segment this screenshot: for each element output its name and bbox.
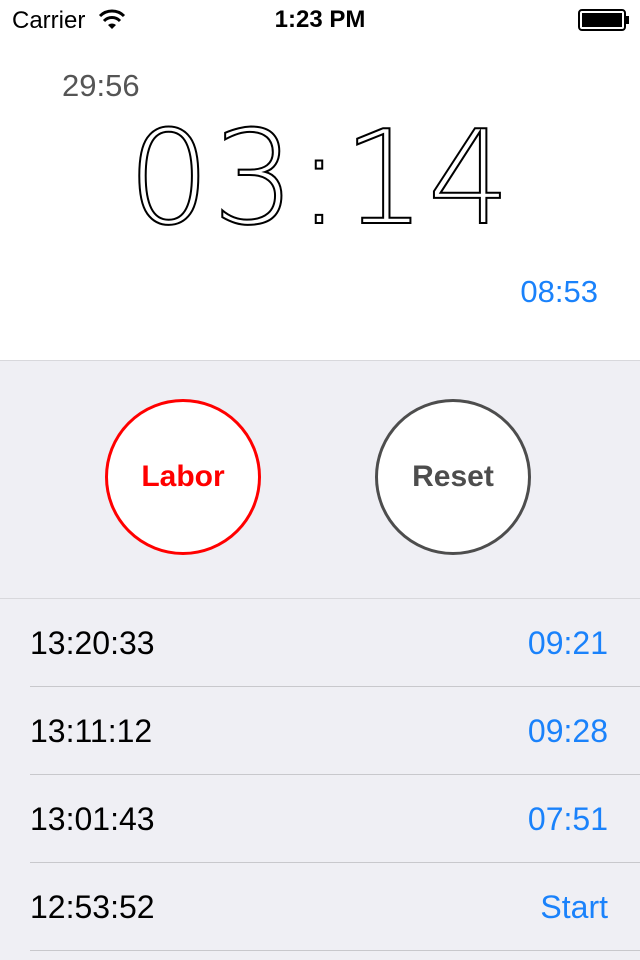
status-time: 1:23 PM — [274, 6, 366, 33]
total-elapsed-time: 29:56 — [62, 68, 140, 103]
carrier-label: Carrier — [12, 7, 86, 34]
status-bar: Carrier 1:23 PM — [0, 0, 640, 40]
battery-icon — [578, 9, 629, 31]
lap-row[interactable]: 13:20:33 09:21 — [30, 599, 640, 687]
current-contraction-timer: 03:14 — [127, 102, 513, 254]
reset-button[interactable]: Reset — [375, 399, 531, 555]
lap-duration: 09:28 — [527, 713, 608, 749]
lap-duration: 09:21 — [527, 625, 608, 661]
lap-timestamp: 13:11:12 — [30, 713, 153, 749]
lap-timestamp: 13:01:43 — [30, 801, 155, 837]
wifi-icon — [98, 9, 126, 29]
lap-row[interactable]: 12:53:52 Start — [30, 863, 640, 951]
lap-duration: 07:51 — [527, 801, 608, 837]
lap-timestamp: 13:20:33 — [30, 625, 155, 661]
lap-row[interactable]: 13:01:43 07:51 — [30, 775, 640, 863]
interval-time: 08:53 — [520, 274, 598, 309]
lap-row[interactable]: 13:11:12 09:28 — [30, 687, 640, 775]
lap-duration: Start — [540, 889, 608, 925]
labor-button[interactable]: Labor — [105, 399, 261, 555]
lap-list: 13:20:33 09:21 13:11:12 09:28 13:01:43 0… — [0, 598, 640, 951]
timer-panel: 29:56 03:14 08:53 — [0, 40, 640, 361]
lap-timestamp: 12:53:52 — [30, 889, 155, 925]
